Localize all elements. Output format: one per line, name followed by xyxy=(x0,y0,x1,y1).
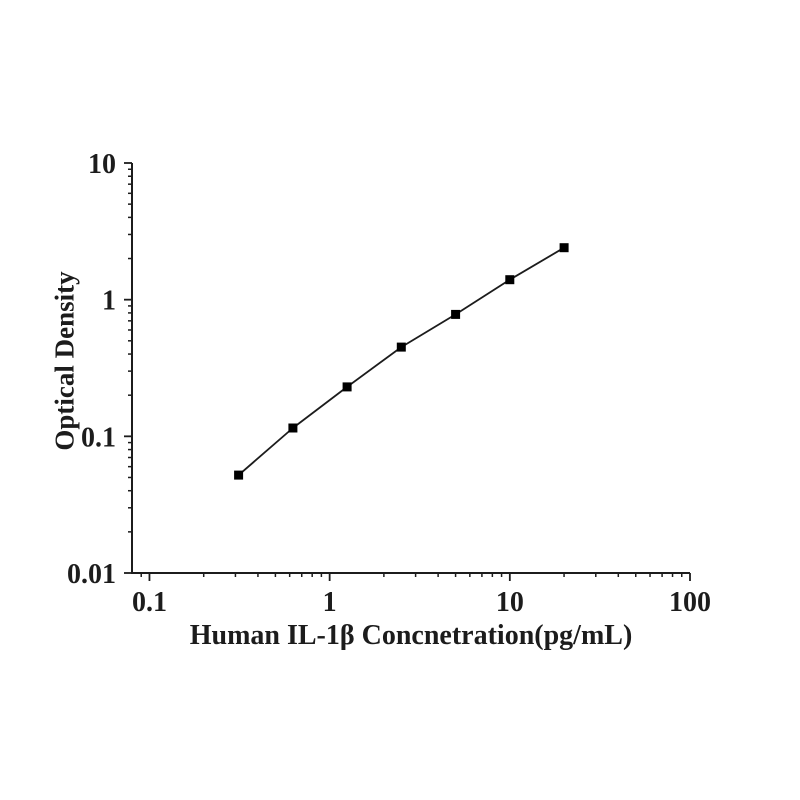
data-point-marker xyxy=(288,423,298,433)
data-point-marker xyxy=(342,382,352,392)
data-point-marker xyxy=(505,275,515,285)
y-tick-label: 10 xyxy=(88,149,116,180)
x-tick-label: 10 xyxy=(496,587,524,618)
y-tick-label: 1 xyxy=(102,286,116,317)
y-axis-title: Optical Density xyxy=(49,271,80,451)
y-tick-label: 0.1 xyxy=(81,422,116,453)
data-point-marker xyxy=(396,342,406,352)
data-point-marker xyxy=(234,470,244,480)
axes-line xyxy=(131,163,690,574)
x-tick-label: 100 xyxy=(669,587,711,618)
x-tick-label: 0.1 xyxy=(132,587,167,618)
data-point-marker xyxy=(559,243,569,253)
x-tick-label: 1 xyxy=(323,587,337,618)
x-axis-title: Human IL-1β Concnetration(pg/mL) xyxy=(189,620,633,651)
y-tick-label: 0.01 xyxy=(67,559,116,590)
data-point-marker xyxy=(451,309,461,319)
standard-curve-line xyxy=(238,246,565,476)
